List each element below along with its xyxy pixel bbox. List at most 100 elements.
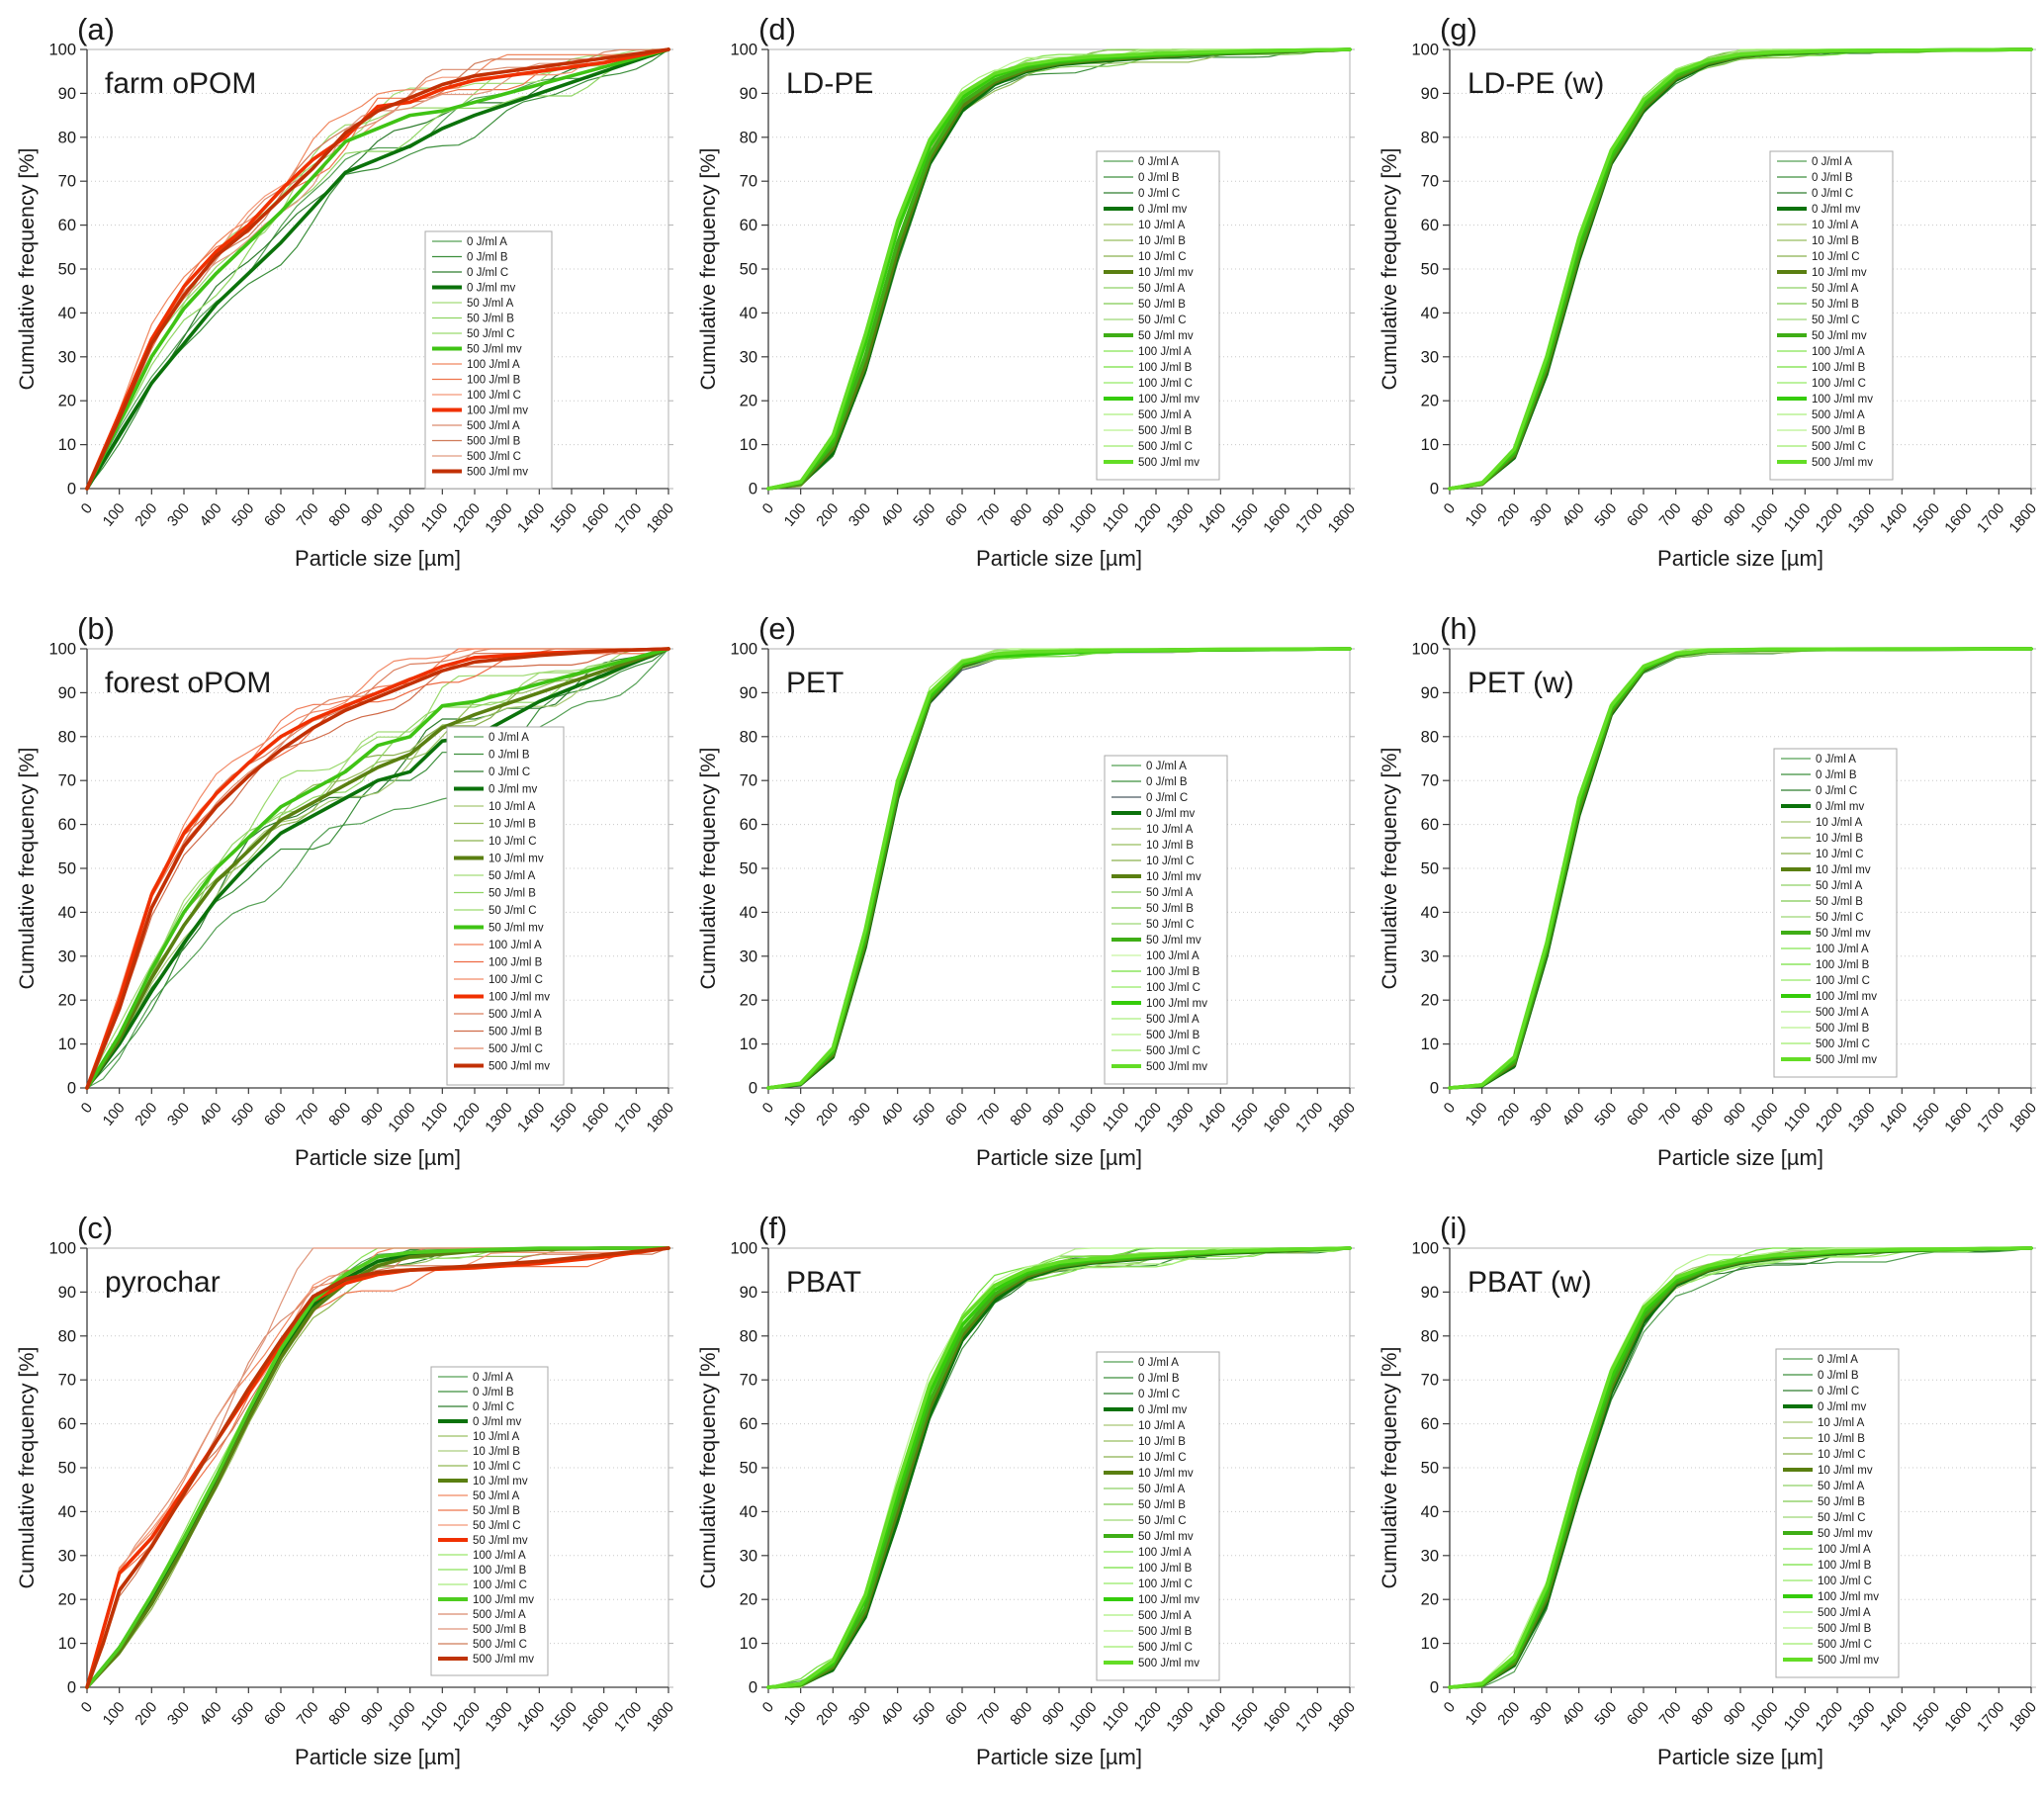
x-tick-label: 1500 [547, 1699, 580, 1735]
legend-entry-label: 500 J/ml C [1146, 1045, 1200, 1057]
y-tick-label: 80 [1421, 129, 1439, 146]
legend-entry-label: 100 J/ml C [467, 390, 521, 402]
legend: 0 J/ml A 0 J/ml B 0 J/ml C 0 J/ml mv 10 J/ml… [1775, 1348, 1900, 1678]
x-tick-label: 500 [910, 500, 938, 530]
x-tick-label: 100 [1463, 1100, 1491, 1129]
y-axis-title: Cumulative frequency [%] [696, 1347, 720, 1589]
y-tick-label: 20 [740, 1591, 757, 1609]
legend-entry-label: 100 J/ml A [1138, 346, 1192, 358]
x-tick-label: 300 [845, 1100, 874, 1129]
legend-entry-label: 100 J/ml mv [1812, 394, 1873, 406]
x-tick-label: 1500 [1910, 1699, 1943, 1735]
legend-entry-label: 100 J/ml C [1138, 378, 1193, 390]
y-tick-label: 50 [58, 1460, 76, 1478]
y-tick-label: 40 [1421, 1503, 1439, 1521]
y-tick-label: 20 [58, 1591, 76, 1609]
x-tick-label: 500 [228, 1100, 257, 1129]
panel-pet: 0 10 20 30 40 50 60 70 80 90 100 0 100 200 300 400 500 60… [681, 599, 1363, 1199]
y-tick-label: 80 [58, 129, 76, 146]
legend-entry-label: 100 J/ml A [473, 1550, 526, 1562]
x-tick-label: 200 [1494, 1699, 1523, 1729]
legend-entry-label: 500 J/ml C [1816, 1038, 1870, 1050]
legend-entry-label: 500 J/ml A [1138, 409, 1192, 421]
legend-entry-label: 10 J/ml C [1146, 856, 1195, 867]
y-tick-label: 90 [740, 85, 757, 103]
y-axis-title: Cumulative frequency [%] [1377, 748, 1401, 990]
x-tick-label: 400 [197, 500, 225, 530]
legend-entry-label: 50 J/ml C [489, 905, 537, 917]
legend-entry-label: 10 J/ml mv [1816, 864, 1871, 876]
x-tick-label: 1000 [1066, 1699, 1100, 1735]
legend-box [1096, 1351, 1220, 1681]
legend-entry-label: 500 J/ml C [1138, 1642, 1193, 1654]
x-tick-label: 600 [261, 500, 290, 530]
x-tick-label: 600 [261, 1100, 290, 1129]
legend-entry-label: 10 J/ml mv [1138, 267, 1194, 279]
x-tick-label: 1400 [1196, 1100, 1229, 1135]
y-tick-label: 50 [740, 1460, 757, 1478]
legend-box [1104, 755, 1228, 1085]
legend-entry-label: 500 J/ml B [467, 436, 521, 448]
x-tick-label: 700 [975, 500, 1004, 530]
legend-entry-label: 100 J/ml mv [489, 992, 550, 1004]
legend-entry-label: 100 J/ml C [1138, 1578, 1193, 1590]
series-line-100Jml-mv [85, 1246, 670, 1689]
legend-entry-label: 50 J/ml C [467, 328, 515, 340]
legend-box [1775, 1348, 1900, 1678]
legend-entry-label: 0 J/ml A [473, 1372, 513, 1384]
y-tick-label: 100 [1411, 42, 1439, 59]
legend-entry-label: 0 J/ml B [1138, 172, 1180, 184]
y-tick-label: 90 [1421, 85, 1439, 103]
legend-entry-label: 10 J/ml B [1146, 840, 1194, 852]
y-tick-label: 100 [730, 42, 757, 59]
y-tick-label: 40 [740, 305, 757, 322]
y-tick-label: 30 [1421, 947, 1439, 965]
legend-entry-label: 10 J/ml A [1146, 824, 1194, 836]
legend-entry-label: 10 J/ml mv [473, 1476, 528, 1487]
y-tick-label: 70 [58, 772, 76, 790]
x-tick-label: 1800 [2006, 500, 2040, 536]
x-tick-label: 1300 [1163, 500, 1197, 536]
legend-entry-label: 10 J/ml A [473, 1431, 520, 1443]
y-tick-label: 90 [58, 1284, 76, 1302]
x-tick-label: 0 [1441, 1699, 1459, 1716]
series-line-50Jml-mv [85, 47, 670, 491]
x-tick-label: 800 [1688, 1100, 1717, 1129]
legend-entry-label: 0 J/ml C [1812, 188, 1853, 200]
x-tick-label: 800 [1007, 1699, 1035, 1729]
x-tick-label: 500 [1591, 500, 1620, 530]
legend-entry-label: 100 J/ml mv [1138, 1594, 1200, 1606]
legend-entry-label: 0 J/ml A [1138, 156, 1179, 168]
panel-label: (c) [77, 1211, 113, 1245]
panel-pbat-w: 0 10 20 30 40 50 60 70 80 90 100 0 100 200 300 400 500 60… [1363, 1199, 2044, 1798]
y-tick-label: 70 [1421, 772, 1439, 790]
y-tick-label: 100 [1411, 641, 1439, 659]
series-line-500Jml-B [86, 648, 669, 1089]
x-tick-label: 0 [78, 500, 96, 517]
x-tick-label: 0 [1441, 1100, 1459, 1117]
y-tick-label: 0 [1430, 481, 1439, 498]
legend-entry-label: 50 J/ml mv [1816, 928, 1871, 940]
x-tick-label: 800 [1688, 1699, 1717, 1729]
x-tick-label: 600 [1624, 1699, 1652, 1729]
x-tick-label: 1400 [514, 1100, 548, 1135]
x-tick-label: 1800 [1325, 500, 1359, 536]
x-tick-label: 300 [164, 1699, 193, 1729]
legend-entry-label: 10 J/ml C [1138, 1452, 1187, 1464]
legend-entry-label: 100 J/ml B [1812, 362, 1866, 374]
legend-entry-label: 500 J/ml mv [1812, 457, 1873, 469]
legend-entry-label: 50 J/ml A [1138, 283, 1186, 295]
legend-entry-label: 500 J/ml B [473, 1624, 527, 1636]
x-tick-label: 1200 [1813, 1699, 1846, 1735]
legend-entry-label: 100 J/ml A [1138, 1547, 1192, 1559]
y-tick-label: 100 [48, 42, 76, 59]
y-tick-label: 70 [1421, 173, 1439, 191]
legend-entry-label: 100 J/ml C [1812, 378, 1866, 390]
x-tick-label: 400 [1559, 1100, 1588, 1129]
y-axis-title: Cumulative frequency [%] [1377, 148, 1401, 391]
panel-title: farm oPOM [105, 67, 256, 100]
legend-entry-label: 10 J/ml B [1138, 235, 1186, 247]
x-tick-label: 1200 [450, 500, 484, 536]
